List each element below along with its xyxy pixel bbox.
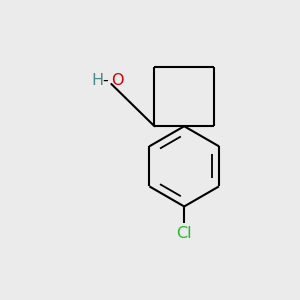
Text: Cl: Cl (176, 226, 192, 241)
Text: -: - (103, 73, 108, 88)
Text: H: H (92, 73, 104, 88)
Text: O: O (111, 73, 124, 88)
